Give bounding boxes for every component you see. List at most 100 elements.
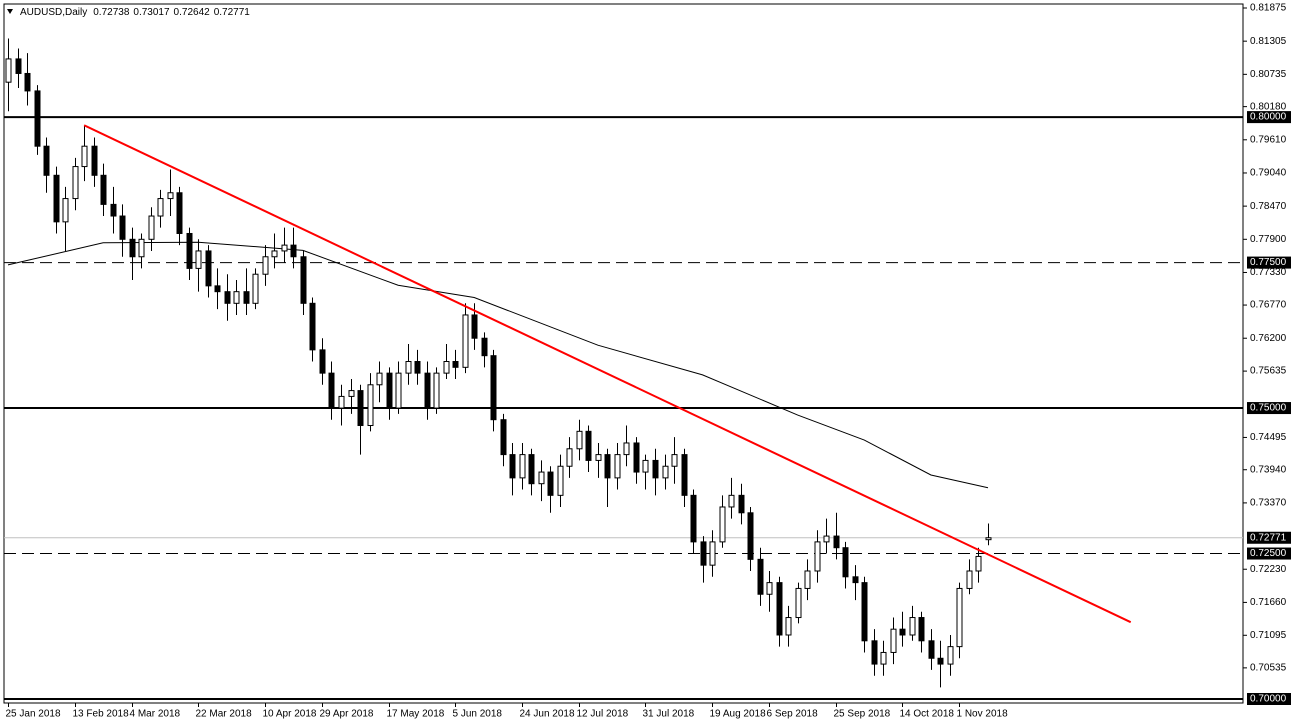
candle-body (681, 454, 688, 496)
x-tick-label: 12 Jul 2018 (577, 709, 629, 720)
x-tick-label: 24 Jun 2018 (520, 709, 575, 720)
y-tick-label: 0.81875 (1250, 3, 1287, 14)
y-tick-label: 0.71095 (1250, 630, 1287, 641)
candle-body (585, 430, 592, 461)
candle-body (909, 617, 916, 636)
candle-body (757, 558, 764, 595)
candle-body (604, 454, 611, 479)
candle-body (719, 506, 726, 543)
candle-body (928, 640, 935, 659)
candle-body (386, 372, 393, 409)
x-tick-label: 19 Aug 2018 (710, 709, 767, 720)
candle-body (462, 314, 469, 368)
level-label-bg (1247, 693, 1291, 705)
candle-body (747, 512, 754, 560)
candle-body (252, 273, 259, 304)
candle-body (918, 617, 925, 642)
x-tick-label: 31 Jul 2018 (643, 709, 695, 720)
candle-body (367, 384, 374, 427)
candle-body (395, 372, 402, 409)
candle-body (709, 541, 716, 566)
y-tick-label: 0.80735 (1250, 69, 1287, 80)
candle-body (405, 361, 412, 374)
candle-body (966, 570, 973, 589)
y-tick-label: 0.76200 (1250, 333, 1287, 344)
candle-body (157, 198, 164, 217)
y-tick-label: 0.78470 (1250, 201, 1287, 212)
y-tick-label: 0.79040 (1250, 168, 1287, 179)
y-tick-label: 0.77330 (1250, 267, 1287, 278)
candle-body (528, 454, 535, 485)
candle-body (433, 372, 440, 409)
candle-body (804, 570, 811, 589)
y-tick-label: 0.79610 (1250, 134, 1287, 145)
candle-body (72, 166, 79, 200)
candle-body (785, 617, 792, 636)
x-tick-label: 1 Nov 2018 (957, 709, 1009, 720)
candle-body (271, 250, 278, 258)
candle-body (538, 471, 545, 485)
header-close: 0.72771 (214, 7, 251, 18)
candle-body (243, 291, 250, 304)
y-tick-label: 0.73370 (1250, 498, 1287, 509)
candle-body (890, 628, 897, 653)
x-tick-label: 6 Sep 2018 (767, 709, 819, 720)
candle-body (43, 145, 50, 176)
y-tick-label: 0.77900 (1250, 234, 1287, 245)
price-label-bg (1247, 531, 1291, 544)
candle-body (557, 465, 564, 496)
candle-body (119, 215, 126, 240)
candle-body (776, 582, 783, 636)
header-open: 0.72738 (93, 7, 130, 18)
candle-body (547, 471, 554, 496)
candle-body (947, 646, 954, 665)
candle-body (852, 576, 859, 584)
candle-body (24, 72, 31, 92)
candle-body (595, 454, 602, 461)
y-tick-label: 0.80180 (1250, 101, 1287, 112)
candle-body (414, 361, 421, 374)
candle-body (129, 238, 136, 258)
candle-body (833, 535, 840, 549)
candle-body (167, 192, 174, 200)
header-high: 0.73017 (133, 7, 170, 18)
y-tick-label: 0.74495 (1250, 432, 1287, 443)
candle-body (300, 256, 307, 304)
candle-body (138, 238, 145, 258)
header-low: 0.72642 (174, 7, 211, 18)
candle-body (176, 192, 183, 234)
candle-body (766, 582, 773, 595)
y-tick-label: 0.71660 (1250, 597, 1287, 608)
x-tick-label: 13 Feb 2018 (73, 709, 130, 720)
candle-body (738, 494, 745, 514)
candle-body (53, 174, 60, 223)
candle-body (871, 640, 878, 665)
level-label: 0.77500 (1250, 257, 1287, 268)
candle-body (509, 454, 516, 479)
candle-body (148, 215, 155, 240)
candle-body (985, 537, 992, 541)
x-tick-label: 4 Mar 2018 (130, 709, 181, 720)
y-tick-label: 0.75635 (1250, 366, 1287, 377)
candle-body (700, 541, 707, 566)
candle-body (471, 314, 478, 339)
candle-body (5, 58, 12, 83)
level-label: 0.70000 (1250, 694, 1287, 705)
candle-body (975, 555, 982, 572)
moving-average (7, 241, 989, 489)
x-tick-label: 14 Oct 2018 (900, 709, 955, 720)
level-label: 0.72500 (1250, 548, 1287, 559)
candle-body (861, 582, 868, 642)
candle-body (500, 419, 507, 456)
level-label-bg (1247, 402, 1291, 415)
x-tick-label: 25 Jan 2018 (6, 709, 61, 720)
candle-body (728, 494, 735, 508)
candle-body (195, 250, 202, 269)
level-label-bg (1247, 256, 1291, 269)
candle-body (490, 355, 497, 421)
symbol: AUDUSD,Daily (20, 7, 87, 18)
candle-body (262, 256, 269, 275)
candle-body (823, 535, 830, 543)
menu-triangle[interactable] (7, 9, 13, 14)
